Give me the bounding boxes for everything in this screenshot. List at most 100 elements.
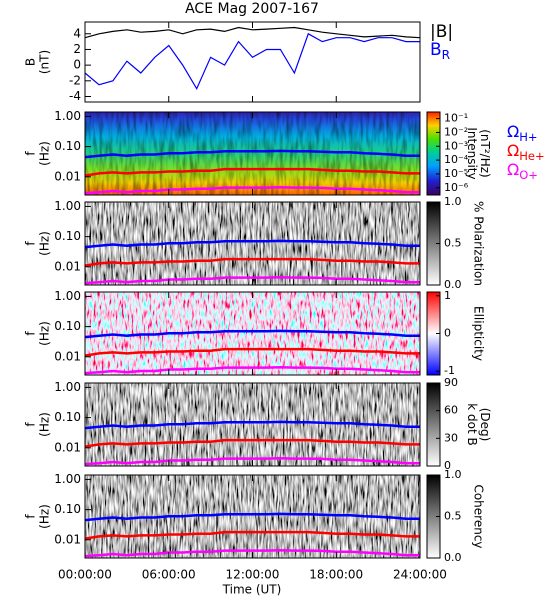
y-axis-title: f — [24, 422, 38, 427]
y-axis-title: (Hz) — [38, 231, 52, 256]
y-axis-title: f — [24, 514, 38, 519]
x-tick-label: 00:00:00 — [58, 568, 112, 582]
gyrofrequency-line — [84, 149, 420, 159]
colorbar-tick-label: 1.0 — [444, 468, 462, 481]
x-tick-label: 12:00:00 — [226, 568, 280, 582]
legend-label: BR — [430, 40, 451, 62]
y-axis-title: f — [24, 331, 38, 336]
gyrofrequency-line — [84, 366, 420, 375]
legend-label: ΩO+ — [507, 160, 538, 182]
y-tick-label: 0.01 — [54, 349, 81, 363]
gyrofrequency-line — [84, 438, 420, 448]
colorbar-title: % Polarization — [472, 201, 486, 286]
colorbar-tick-label: 0 — [444, 459, 451, 472]
colorbar-tick-label: 0.5 — [444, 510, 462, 523]
legend-name: B — [430, 40, 442, 60]
legend-subscript: O+ — [519, 168, 538, 182]
y-tick-label: 2 — [73, 42, 81, 56]
x-tick-label: 06:00:00 — [142, 568, 196, 582]
y-tick-label: 0.10 — [54, 229, 81, 243]
colorbar — [426, 382, 441, 467]
colorbar-tick-label: 1 — [444, 289, 451, 302]
y-tick-label: 1.00 — [54, 199, 81, 213]
colorbar-tick-label: 60 — [444, 404, 458, 417]
colorbar-tick-label: 10⁻² — [444, 125, 468, 138]
colorbar-tick-label: 0.5 — [444, 237, 462, 250]
y-tick-label: -4 — [69, 89, 81, 103]
legend-subscript: He+ — [519, 149, 544, 163]
colorbar-tick-label: 0.0 — [444, 551, 462, 564]
colorbar-tick-label: 10⁻⁶ — [444, 181, 469, 194]
y-axis-title: (Hz) — [38, 504, 52, 529]
x-axis-title: Time (UT) — [222, 583, 282, 597]
colorbar-tick-label: 10⁻¹ — [444, 112, 468, 125]
y-tick-label: 4 — [73, 26, 81, 40]
legend-name: Ω — [507, 141, 519, 160]
gyrofrequency-line — [84, 257, 420, 267]
gyrofrequency-line — [84, 347, 420, 357]
y-tick-label: 0.01 — [54, 169, 81, 183]
legend-label: ΩH+ — [507, 122, 538, 144]
data-line — [84, 26, 421, 39]
gyrofrequency-line — [84, 512, 420, 522]
y-tick-label: 0.10 — [54, 410, 81, 424]
colorbar-tick-label: 10⁻³ — [444, 139, 468, 152]
colorbar-tick-label: 10⁻⁴ — [444, 153, 469, 166]
colorbar-title: (nT²/Hz) — [478, 129, 492, 177]
colorbar-tick-label: -1 — [444, 364, 455, 377]
gyrofrequency-line — [84, 549, 420, 558]
y-axis-title: (nT) — [38, 50, 52, 74]
gyrofrequency-line — [84, 420, 420, 430]
y-axis-title: f — [24, 241, 38, 246]
x-tick-label: 24:00:00 — [393, 568, 447, 582]
y-axis-title: f — [24, 151, 38, 156]
y-tick-label: 0 — [73, 58, 81, 72]
legend-name: Ω — [507, 160, 519, 179]
y-tick-label: 0.10 — [54, 502, 81, 516]
gyrofrequency-line — [84, 239, 420, 249]
gyrofrequency-line — [84, 329, 420, 339]
x-tick-label: 18:00:00 — [309, 568, 363, 582]
gyrofrequency-line — [84, 457, 420, 466]
y-tick-label: 1.00 — [54, 472, 81, 486]
y-tick-label: 0.10 — [54, 139, 81, 153]
y-tick-label: 1.00 — [54, 380, 81, 394]
data-line — [84, 32, 420, 91]
legend-name: |B| — [430, 22, 453, 42]
y-axis-title: (Hz) — [38, 141, 52, 166]
colorbar-title: (Deg) — [478, 408, 492, 442]
gyrofrequency-line — [84, 186, 420, 195]
legend-label: ΩHe+ — [507, 141, 545, 163]
y-axis-title: B — [24, 58, 38, 66]
colorbar-title: k dot B — [465, 403, 479, 445]
plot-frame — [84, 21, 421, 103]
colorbar-title: Intensity — [465, 127, 479, 179]
y-tick-label: 0.01 — [54, 532, 81, 546]
y-tick-label: -2 — [69, 73, 81, 87]
colorbar-tick-label: 1.0 — [444, 195, 462, 208]
colorbar-tick-label: 30 — [444, 431, 458, 444]
colorbar-tick-label: 90 — [444, 376, 458, 389]
gyrofrequency-line — [84, 167, 420, 177]
colorbar — [426, 111, 441, 196]
y-axis-title: (Hz) — [38, 321, 52, 346]
y-axis-title: (Hz) — [38, 412, 52, 437]
y-tick-label: 0.01 — [54, 259, 81, 273]
y-tick-label: 0.10 — [54, 319, 81, 333]
colorbar-tick-label: 0 — [444, 327, 451, 340]
y-tick-label: 0.01 — [54, 440, 81, 454]
colorbar-tick-label: 0.0 — [444, 278, 462, 291]
chart-title: ACE Mag 2007-167 — [185, 1, 319, 17]
legend-name: Ω — [507, 122, 519, 141]
colorbar-title: Ellipticity — [472, 306, 486, 361]
y-tick-label: 1.00 — [54, 109, 81, 123]
colorbar-title: Coherency — [472, 484, 486, 548]
colorbar-tick-label: 10⁻⁵ — [444, 167, 468, 180]
legend-label: |B| — [430, 22, 453, 42]
gyrofrequency-line — [84, 276, 420, 285]
legend-subscript: H+ — [519, 130, 537, 144]
legend-subscript: R — [442, 48, 451, 62]
y-tick-label: 1.00 — [54, 289, 81, 303]
gyrofrequency-line — [84, 530, 420, 540]
